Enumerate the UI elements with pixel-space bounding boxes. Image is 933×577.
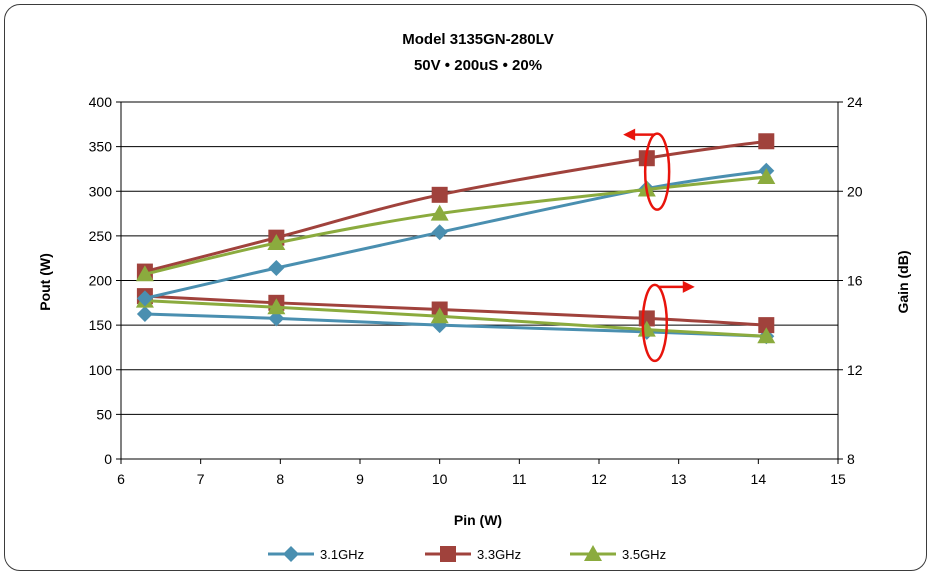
- y-left-tick-label: 0: [104, 451, 112, 467]
- y-left-tick-label: 400: [89, 94, 113, 110]
- y-left-tick-label: 250: [89, 228, 113, 244]
- y-right-tick-label: 24: [847, 94, 863, 110]
- data-point: [431, 224, 448, 241]
- x-axis-title: Pin (W): [454, 512, 502, 528]
- x-tick-label: 11: [512, 471, 527, 487]
- y-left-tick-label: 100: [89, 362, 113, 378]
- data-point: [757, 167, 776, 184]
- y-left-tick-label: 300: [89, 183, 113, 199]
- data-point: [758, 317, 775, 334]
- y-right-tick-label: 8: [847, 451, 855, 467]
- annotation-ellipse-pout: [643, 132, 671, 211]
- data-point: [758, 133, 775, 150]
- legend-marker: [440, 546, 456, 562]
- data-point: [268, 260, 285, 277]
- annotation-layer: [623, 128, 695, 363]
- data-point: [267, 298, 286, 315]
- x-tick-label: 7: [197, 471, 205, 487]
- data-point: [135, 265, 154, 282]
- y-axis-title-left: Pout (W): [37, 253, 53, 311]
- x-tick-label: 9: [356, 471, 364, 487]
- data-point: [430, 204, 449, 221]
- axes-layer: 0 50 100 150 200 250 300 350 400 8 12 16 20 24 6 7 8 9 10 1…: [89, 94, 863, 487]
- y-left-tick-label: 150: [89, 317, 113, 333]
- x-tick-label: 14: [751, 471, 767, 487]
- series-line: [144, 294, 767, 327]
- data-point: [267, 234, 286, 251]
- legend: 3.1GHz 3.3GHz 3.5GHz: [268, 545, 666, 562]
- x-tick-label: 13: [671, 471, 687, 487]
- annotation-arrowhead-right: [682, 280, 695, 293]
- data-point: [136, 290, 153, 307]
- legend-marker: [584, 545, 602, 561]
- y-left-tick-label: 200: [89, 273, 113, 289]
- y-right-tick-label: 16: [847, 273, 863, 289]
- x-tick-label: 15: [830, 471, 846, 487]
- legend-label: 3.3GHz: [477, 547, 521, 562]
- y-right-tick-label: 20: [847, 183, 863, 199]
- chart-subtitle: 50V • 200uS • 20%: [414, 57, 542, 74]
- data-point: [136, 305, 153, 322]
- x-tick-label: 10: [432, 471, 448, 487]
- series-pout-35ghz: [135, 167, 776, 282]
- data-point: [268, 310, 285, 327]
- x-tick-label: 12: [591, 471, 607, 487]
- series-layer: [135, 133, 776, 345]
- y-left-tick-label: 350: [89, 139, 113, 155]
- series-pout-31ghz: [136, 162, 775, 307]
- data-point: [757, 327, 776, 344]
- x-tick-label: 8: [276, 471, 284, 487]
- y-axis-title-right: Gain (dB): [895, 251, 911, 314]
- data-point: [430, 307, 449, 324]
- x-tick-label: 6: [117, 471, 125, 487]
- series-line: [144, 169, 767, 300]
- chart-title: Model 3135GN-280LV: [402, 31, 553, 48]
- legend-label: 3.5GHz: [622, 547, 666, 562]
- legend-item-33ghz: 3.3GHz: [425, 546, 521, 562]
- y-left-tick-label: 50: [96, 406, 112, 422]
- chart-frame: [4, 4, 927, 571]
- legend-marker: [283, 546, 299, 562]
- legend-item-35ghz: 3.5GHz: [570, 545, 666, 562]
- annotation-arrowhead-left: [623, 128, 636, 141]
- data-point: [431, 186, 448, 203]
- grid-layer: [121, 101, 838, 460]
- series-pout-33ghz: [136, 133, 775, 280]
- y-right-tick-label: 12: [847, 362, 863, 378]
- legend-label: 3.1GHz: [320, 547, 364, 562]
- legend-item-31ghz: 3.1GHz: [268, 546, 364, 562]
- annotation-ellipse-gain: [641, 283, 669, 363]
